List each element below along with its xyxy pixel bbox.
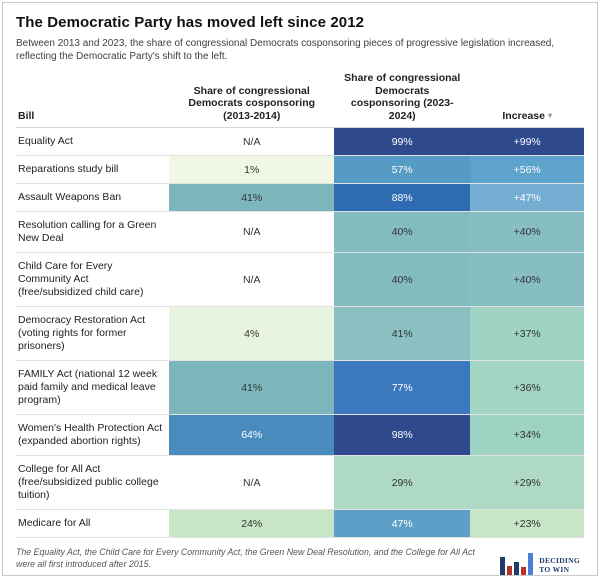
column-header-increase[interactable]: Increase ▾ — [470, 110, 584, 123]
bill-cell: Resolution calling for a Green New Deal — [18, 219, 157, 244]
table-row: Equality Act N/A 99% +99% — [16, 128, 584, 156]
table-row: Medicare for All 24% 47% +23% — [16, 510, 584, 538]
chart-title: The Democratic Party has moved left sinc… — [16, 14, 365, 31]
value-2013-2014-cell: 64% — [169, 415, 335, 455]
column-header-increase-label: Increase — [502, 109, 545, 122]
increase-cell: +47% — [470, 184, 584, 211]
table-header-row: Bill Share of congressional Democrats co… — [16, 72, 584, 128]
logo-text: DECIDING TO WIN — [539, 556, 580, 574]
value-2023-2024-cell: 29% — [334, 456, 471, 509]
increase-cell: +56% — [470, 156, 584, 183]
table-row: Democracy Restoration Act (voting rights… — [16, 307, 584, 361]
value-2023-2024-cell: 88% — [334, 184, 471, 211]
bar-chart-logo-icon — [500, 553, 534, 575]
chart-subtitle: Between 2013 and 2023, the share of cong… — [16, 38, 555, 62]
increase-cell: +23% — [470, 510, 584, 537]
value-2023-2024-cell: 47% — [334, 510, 471, 537]
table-row: FAMILY Act (national 12 week paid family… — [16, 361, 584, 415]
value-2013-2014-cell: N/A — [169, 253, 335, 306]
increase-cell: +99% — [470, 128, 584, 155]
increase-cell: +34% — [470, 415, 584, 455]
bill-cell: Child Care for Every Community Act (free… — [18, 260, 144, 298]
table-row: College for All Act (free/subsidized pub… — [16, 456, 584, 510]
table-row: Assault Weapons Ban 41% 88% +47% — [16, 184, 584, 212]
chart-footer: The Equality Act, the Child Care for Eve… — [16, 540, 584, 575]
value-2013-2014-cell: 4% — [169, 307, 335, 360]
increase-cell: +36% — [470, 361, 584, 414]
value-2013-2014-cell: N/A — [169, 128, 335, 155]
bill-cell: Assault Weapons Ban — [18, 191, 122, 203]
increase-cell: +40% — [470, 253, 584, 306]
value-2013-2014-cell: 41% — [169, 184, 335, 211]
source-line: Source: Congress.gov — [16, 573, 486, 575]
table-row: Child Care for Every Community Act (free… — [16, 253, 584, 307]
increase-cell: +37% — [470, 307, 584, 360]
value-2023-2024-cell: 77% — [334, 361, 471, 414]
value-2013-2014-cell: 1% — [169, 156, 335, 183]
increase-cell: +29% — [470, 456, 584, 509]
sort-descending-icon: ▾ — [547, 110, 552, 120]
footer-notes: The Equality Act, the Child Care for Eve… — [16, 547, 486, 575]
footnote: The Equality Act, the Child Care for Eve… — [16, 547, 475, 569]
value-2023-2024-cell: 40% — [334, 212, 471, 252]
bill-cell: Democracy Restoration Act (voting rights… — [18, 314, 146, 352]
value-2013-2014-cell: 24% — [169, 510, 335, 537]
value-2013-2014-cell: N/A — [169, 212, 335, 252]
value-2013-2014-cell: N/A — [169, 456, 335, 509]
table-row: Women's Health Protection Act (expanded … — [16, 415, 584, 456]
column-header-bill[interactable]: Bill — [18, 109, 35, 122]
value-2013-2014-cell: 41% — [169, 361, 335, 414]
bill-cell: FAMILY Act (national 12 week paid family… — [18, 368, 158, 406]
logo-text-line2: TO WIN — [539, 565, 570, 574]
table-row: Reparations study bill 1% 57% +56% — [16, 156, 584, 184]
value-2023-2024-cell: 41% — [334, 307, 471, 360]
deciding-to-win-logo: DECIDING TO WIN — [500, 549, 584, 575]
bill-cell: Equality Act — [18, 135, 73, 147]
value-2023-2024-cell: 40% — [334, 253, 471, 306]
bill-cell: Women's Health Protection Act (expanded … — [18, 422, 163, 447]
bill-cell: Medicare for All — [18, 517, 91, 529]
column-header-2013-2014[interactable]: Share of congressional Democrats cospons… — [188, 84, 316, 122]
data-table: Bill Share of congressional Democrats co… — [16, 72, 584, 538]
increase-cell: +40% — [470, 212, 584, 252]
value-2023-2024-cell: 57% — [334, 156, 471, 183]
bill-cell: College for All Act (free/subsidized pub… — [18, 463, 159, 501]
value-2023-2024-cell: 99% — [334, 128, 471, 155]
table-row: Resolution calling for a Green New Deal … — [16, 212, 584, 253]
bill-cell: Reparations study bill — [18, 163, 119, 175]
value-2023-2024-cell: 98% — [334, 415, 471, 455]
table-body: Equality Act N/A 99% +99% Reparations st… — [16, 128, 584, 538]
logo-text-line1: DECIDING — [539, 556, 580, 565]
column-header-2023-2024[interactable]: Share of congressional Democrats cospons… — [344, 72, 461, 122]
